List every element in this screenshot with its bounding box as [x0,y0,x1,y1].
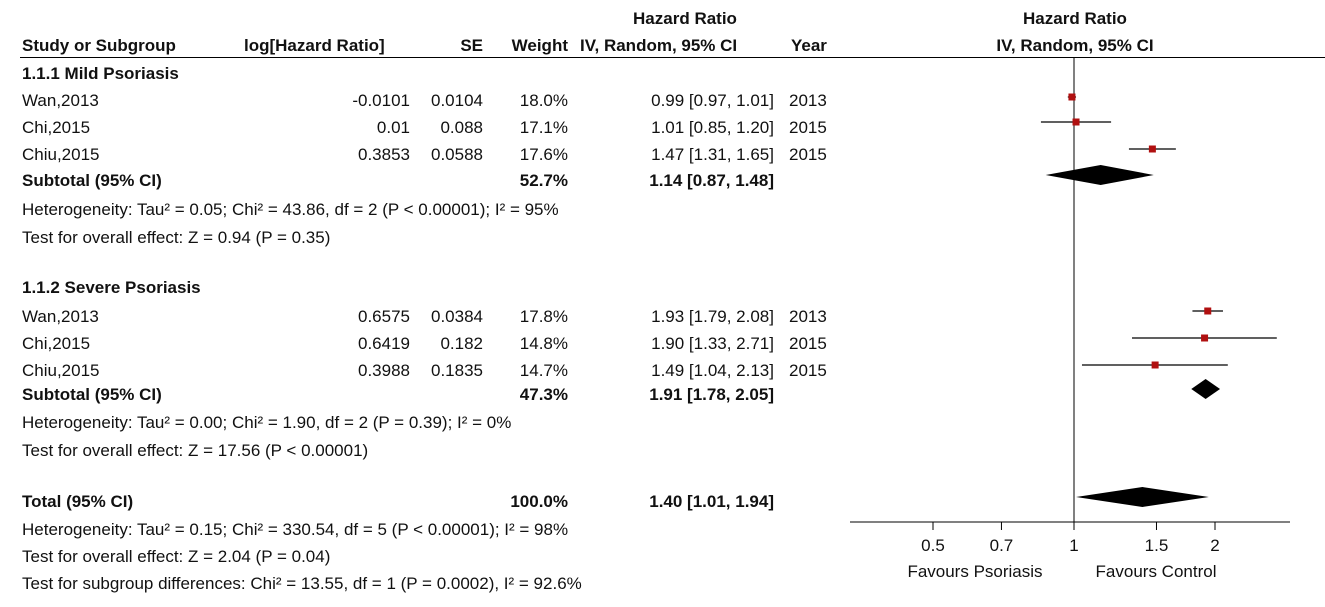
ci-value: 1.47 [1.31, 1.65] [651,145,774,164]
total-ci: 1.40 [1.01, 1.94] [649,492,774,511]
x-tick-label: 1.5 [1145,536,1169,555]
header-ci: IV, Random, 95% CI [580,36,738,55]
x-tick-label: 1 [1069,536,1078,555]
se-value: 0.1835 [431,361,483,380]
point-estimate [1201,334,1209,342]
se-value: 0.088 [440,118,483,137]
favours-left-label: Favours Psoriasis [907,562,1042,581]
point-estimate [1204,307,1212,315]
weight-value: 14.7% [519,361,568,380]
subtotal-weight: 52.7% [519,171,568,190]
x-tick-label: 2 [1210,536,1219,555]
total-overall-effect-text: Test for overall effect: Z = 2.04 (P = 0… [22,547,331,566]
summary-diamond [1076,487,1209,507]
year-value: 2013 [789,91,827,110]
header-hr-group-label: Hazard Ratio [633,9,737,28]
weight-value: 17.8% [519,307,568,326]
header-study: Study or Subgroup [22,36,176,55]
year-value: 2015 [789,334,827,353]
ci-value: 1.49 [1.04, 2.13] [651,361,774,380]
point-estimate [1148,145,1156,153]
total-label: Total (95% CI) [22,492,134,511]
weight-value: 18.0% [519,91,568,110]
year-value: 2015 [789,145,827,164]
subtotal-ci: 1.14 [0.87, 1.48] [649,171,774,190]
study-name: Chi,2015 [22,334,91,353]
subtotal-weight: 47.3% [519,385,568,404]
log-hr-value: 0.6419 [358,334,410,353]
ci-value: 1.01 [0.85, 1.20] [651,118,774,137]
year-value: 2013 [789,307,827,326]
se-value: 0.0384 [431,307,483,326]
weight-value: 14.8% [519,334,568,353]
se-value: 0.182 [440,334,483,353]
subtotal-label: Subtotal (95% CI) [22,171,162,190]
group-title: 1.1.1 Mild Psoriasis [22,64,179,83]
study-name: Chiu,2015 [22,145,100,164]
total-heterogeneity-text: Heterogeneity: Tau² = 0.15; Chi² = 330.5… [22,520,569,539]
group-title: 1.1.2 Severe Psoriasis [22,278,201,297]
year-value: 2015 [789,361,827,380]
year-value: 2015 [789,118,827,137]
log-hr-value: -0.0101 [352,91,410,110]
total-weight: 100.0% [510,492,568,511]
log-hr-value: 0.3988 [358,361,410,380]
study-name: Chi,2015 [22,118,91,137]
x-tick-label: 0.5 [921,536,945,555]
se-value: 0.0104 [431,91,483,110]
weight-value: 17.1% [519,118,568,137]
summary-diamond [1191,379,1221,399]
summary-diamond [1045,165,1154,185]
study-name: Chiu,2015 [22,361,100,380]
weight-value: 17.6% [519,145,568,164]
header-se: SE [460,36,483,55]
overall-effect-text: Test for overall effect: Z = 17.56 (P < … [22,441,369,460]
point-estimate [1151,361,1159,369]
plot-title: Hazard Ratio [1023,9,1127,28]
ci-value: 1.90 [1.33, 2.71] [651,334,774,353]
header-log-hr: log[Hazard Ratio] [244,36,385,55]
favours-right-label: Favours Control [1096,562,1217,581]
heterogeneity-text: Heterogeneity: Tau² = 0.05; Chi² = 43.86… [22,200,559,219]
se-value: 0.0588 [431,145,483,164]
plot-subtitle: IV, Random, 95% CI [996,36,1154,55]
header-divider [20,57,1325,58]
x-tick-label: 0.7 [990,536,1014,555]
header-year: Year [791,36,827,55]
study-name: Wan,2013 [22,307,99,326]
overall-effect-text: Test for overall effect: Z = 0.94 (P = 0… [22,228,331,247]
ci-value: 0.99 [0.97, 1.01] [651,91,774,110]
ci-value: 1.93 [1.79, 2.08] [651,307,774,326]
subtotal-label: Subtotal (95% CI) [22,385,162,404]
header-weight: Weight [511,36,568,55]
log-hr-value: 0.01 [376,118,410,137]
point-estimate [1072,118,1080,126]
heterogeneity-text: Heterogeneity: Tau² = 0.00; Chi² = 1.90,… [22,413,512,432]
subgroup-differences-text: Test for subgroup differences: Chi² = 13… [22,574,582,593]
point-estimate [1068,93,1076,101]
log-hr-value: 0.6575 [358,307,410,326]
study-name: Wan,2013 [22,91,99,110]
log-hr-value: 0.3853 [358,145,410,164]
subtotal-ci: 1.91 [1.78, 2.05] [649,385,774,404]
